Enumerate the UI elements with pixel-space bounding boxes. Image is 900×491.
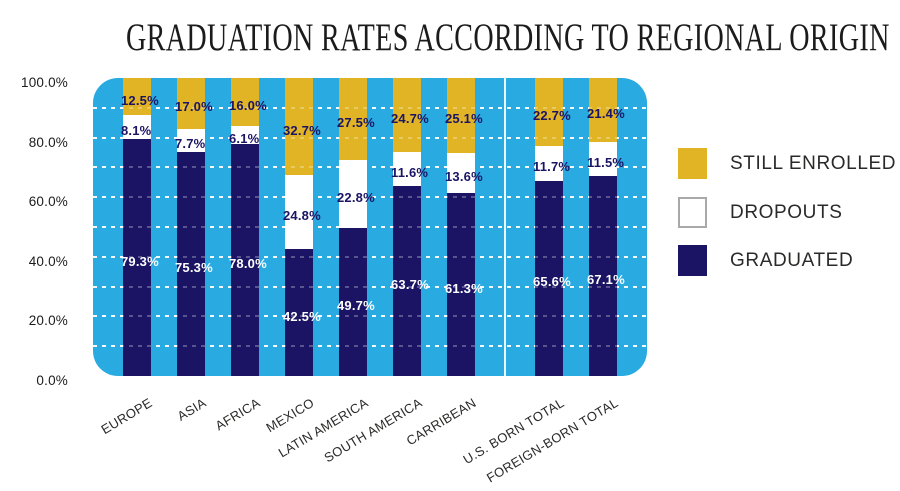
value-label-latin-america-dropouts: 22.8% [337, 189, 375, 205]
legend-swatch-graduated [678, 245, 707, 276]
gridline-70pct [93, 166, 647, 169]
segment-latin-america-still_enrolled [339, 78, 367, 160]
legend-swatch-still-enrolled [678, 148, 707, 179]
gridline-10pct [93, 345, 647, 348]
plot-area: 12.5% 8.1% 79.3% 17.0% 7.7% 75.3% 16.0% 6.1% 78.… [93, 78, 647, 376]
bar-latin-america [339, 78, 367, 376]
gridline-40pct [93, 255, 647, 258]
segment-africa-still_enrolled [231, 78, 259, 126]
bar-africa [231, 78, 259, 376]
segment-south-america-still_enrolled [393, 78, 421, 152]
segment-u-s-born-total-graduated [535, 180, 563, 376]
y-tick-100-0: 100.0% [21, 75, 68, 90]
value-label-africa-still_enrolled: 16.0% [229, 97, 267, 113]
value-label-europe-graduated: 79.3% [121, 253, 159, 269]
segment-asia-dropouts [177, 128, 205, 152]
gridline-overlay-10pct [93, 345, 647, 348]
bar-u-s-born-total [535, 78, 563, 376]
segment-asia-still_enrolled [177, 78, 205, 129]
value-label-south-america-still_enrolled: 24.7% [391, 110, 429, 126]
value-label-u-s-born-total-still_enrolled: 22.7% [533, 107, 571, 123]
segment-south-america-dropouts [393, 151, 421, 187]
bar-asia [177, 78, 205, 376]
value-label-asia-graduated: 75.3% [175, 259, 213, 275]
segment-europe-dropouts [123, 115, 151, 140]
segment-europe-graduated [123, 139, 151, 376]
value-label-u-s-born-total-dropouts: 11.7% [533, 159, 571, 175]
y-tick-20-0: 20.0% [28, 313, 68, 329]
segment-foreign-born-total-dropouts [589, 141, 617, 177]
y-tick-0-0: 0.0% [36, 373, 68, 388]
value-label-carribean-still_enrolled: 25.1% [445, 111, 483, 127]
segment-mexico-still_enrolled [285, 78, 313, 176]
value-label-europe-still_enrolled: 12.5% [121, 92, 159, 108]
y-tick-80-0: 80.0% [28, 134, 68, 150]
value-label-africa-dropouts: 6.1% [229, 130, 260, 146]
gridline-overlay-60pct [93, 196, 647, 199]
value-label-latin-america-still_enrolled: 27.5% [337, 114, 375, 130]
segment-latin-america-dropouts [339, 159, 367, 228]
value-label-south-america-dropouts: 11.6% [391, 164, 429, 180]
gridline-overlay-40pct [93, 255, 647, 258]
segment-africa-graduated [231, 143, 259, 376]
legend-label-graduated: GRADUATED [730, 250, 854, 271]
gridline-50pct [93, 226, 647, 228]
gridline-80pct [93, 136, 647, 139]
value-label-africa-graduated: 78.0% [229, 256, 267, 272]
value-label-asia-dropouts: 7.7% [175, 136, 206, 152]
segment-foreign-born-total-still_enrolled [589, 78, 617, 142]
segment-carribean-graduated [447, 193, 475, 376]
value-label-mexico-dropouts: 24.8% [283, 208, 321, 224]
bar-europe [123, 78, 151, 376]
bar-mexico [285, 78, 313, 376]
segment-mexico-graduated [285, 249, 313, 376]
value-label-latin-america-graduated: 49.7% [337, 297, 375, 313]
segment-carribean-still_enrolled [447, 78, 475, 153]
segment-foreign-born-total-graduated [589, 176, 617, 376]
segment-africa-dropouts [231, 125, 259, 144]
legend-label-still-enrolled: STILL ENROLLED [730, 153, 897, 174]
bar-foreign-born-total [589, 78, 617, 376]
segment-asia-graduated [177, 151, 205, 376]
gridline-overlay-70pct [93, 166, 647, 169]
gridline-60pct [93, 196, 647, 199]
bar-south-america [393, 78, 421, 376]
y-tick-60-0: 60.0% [28, 194, 68, 210]
segment-europe-still_enrolled [123, 78, 151, 116]
gridline-overlay-80pct [93, 136, 647, 139]
segment-u-s-born-total-still_enrolled [535, 78, 563, 146]
gridline-overlay-50pct [93, 226, 647, 228]
value-label-foreign-born-total-graduated: 67.1% [587, 272, 625, 288]
gridline-overlay-20pct [93, 315, 647, 318]
value-label-u-s-born-total-graduated: 65.6% [533, 274, 571, 290]
gridline-90pct [93, 106, 647, 109]
value-label-mexico-still_enrolled: 32.7% [283, 122, 321, 138]
segment-south-america-graduated [393, 186, 421, 376]
y-tick-40-0: 40.0% [28, 253, 68, 269]
value-label-carribean-graduated: 61.3% [445, 280, 483, 296]
value-label-foreign-born-total-still_enrolled: 21.4% [587, 105, 625, 121]
value-label-south-america-graduated: 63.7% [391, 277, 429, 293]
value-label-foreign-born-total-dropouts: 11.5% [587, 154, 625, 170]
gridline-20pct [93, 315, 647, 318]
legend-swatch-dropouts [678, 197, 707, 228]
value-label-europe-dropouts: 8.1% [121, 123, 152, 139]
bar-carribean [447, 78, 475, 376]
gridline-overlay-90pct [93, 106, 647, 109]
segment-mexico-dropouts [285, 175, 313, 250]
gridline-overlay-30pct [93, 285, 647, 288]
totals-group-separator [504, 78, 506, 376]
value-label-asia-still_enrolled: 17.0% [175, 99, 213, 115]
legend-label-dropouts: DROPOUTS [730, 202, 843, 223]
segment-carribean-dropouts [447, 152, 475, 194]
segment-u-s-born-total-dropouts [535, 145, 563, 181]
segment-latin-america-graduated [339, 227, 367, 376]
value-label-mexico-graduated: 42.5% [283, 308, 321, 324]
gridline-30pct [93, 285, 647, 288]
value-label-carribean-dropouts: 13.6% [445, 169, 483, 185]
chart-title: GRADUATION RATES ACCORDING TO REGIONAL O… [126, 16, 890, 59]
